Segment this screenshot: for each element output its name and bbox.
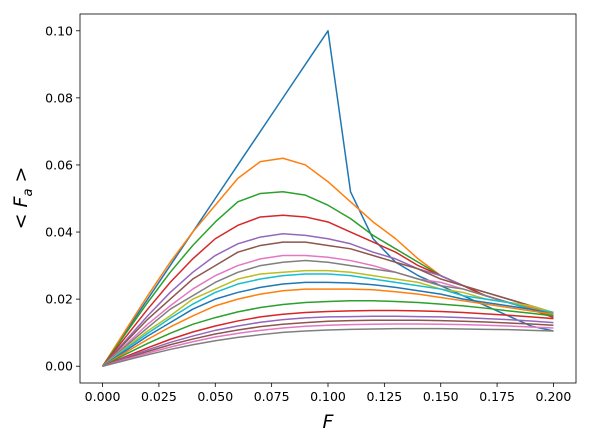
y-label-part: < xyxy=(10,207,32,229)
series-line xyxy=(102,241,554,367)
y-tick-label: 0.02 xyxy=(45,292,73,307)
series-line xyxy=(102,319,554,367)
x-tick-label: 0.200 xyxy=(536,389,572,404)
y-axis-label: < Fa > xyxy=(10,167,36,230)
y-label-part: a xyxy=(21,189,36,197)
series-line xyxy=(102,273,554,367)
y-label-part: F xyxy=(10,195,32,207)
y-label-part: > xyxy=(10,167,32,189)
x-tick-label: 0.175 xyxy=(479,389,515,404)
y-tick-label: 0.06 xyxy=(45,157,73,172)
series-line xyxy=(102,288,554,367)
series-line xyxy=(101,214,554,367)
y-tick-label: 0.00 xyxy=(45,359,73,374)
series-line xyxy=(102,259,554,367)
x-tick-label: 0.150 xyxy=(423,389,459,404)
y-tick-label: 0.08 xyxy=(45,90,73,105)
x-tick-label: 0.025 xyxy=(141,389,177,404)
series-line xyxy=(102,269,554,367)
plot-frame xyxy=(79,13,577,384)
x-tick-label: 0.100 xyxy=(310,389,346,404)
series-line xyxy=(102,281,554,367)
y-tick-label: 0.04 xyxy=(45,225,73,240)
series-line xyxy=(102,327,554,367)
x-tick-label: 0.050 xyxy=(197,389,233,404)
x-tick-label: 0.125 xyxy=(366,389,402,404)
series-line xyxy=(102,300,554,367)
x-axis-label: F xyxy=(323,411,335,433)
series-line xyxy=(102,323,554,367)
x-tick-label: 0.075 xyxy=(254,389,290,404)
series-line xyxy=(102,309,554,367)
y-tick-label: 0.10 xyxy=(45,23,73,38)
series-line xyxy=(102,315,554,367)
x-tick-label: 0.000 xyxy=(85,389,121,404)
